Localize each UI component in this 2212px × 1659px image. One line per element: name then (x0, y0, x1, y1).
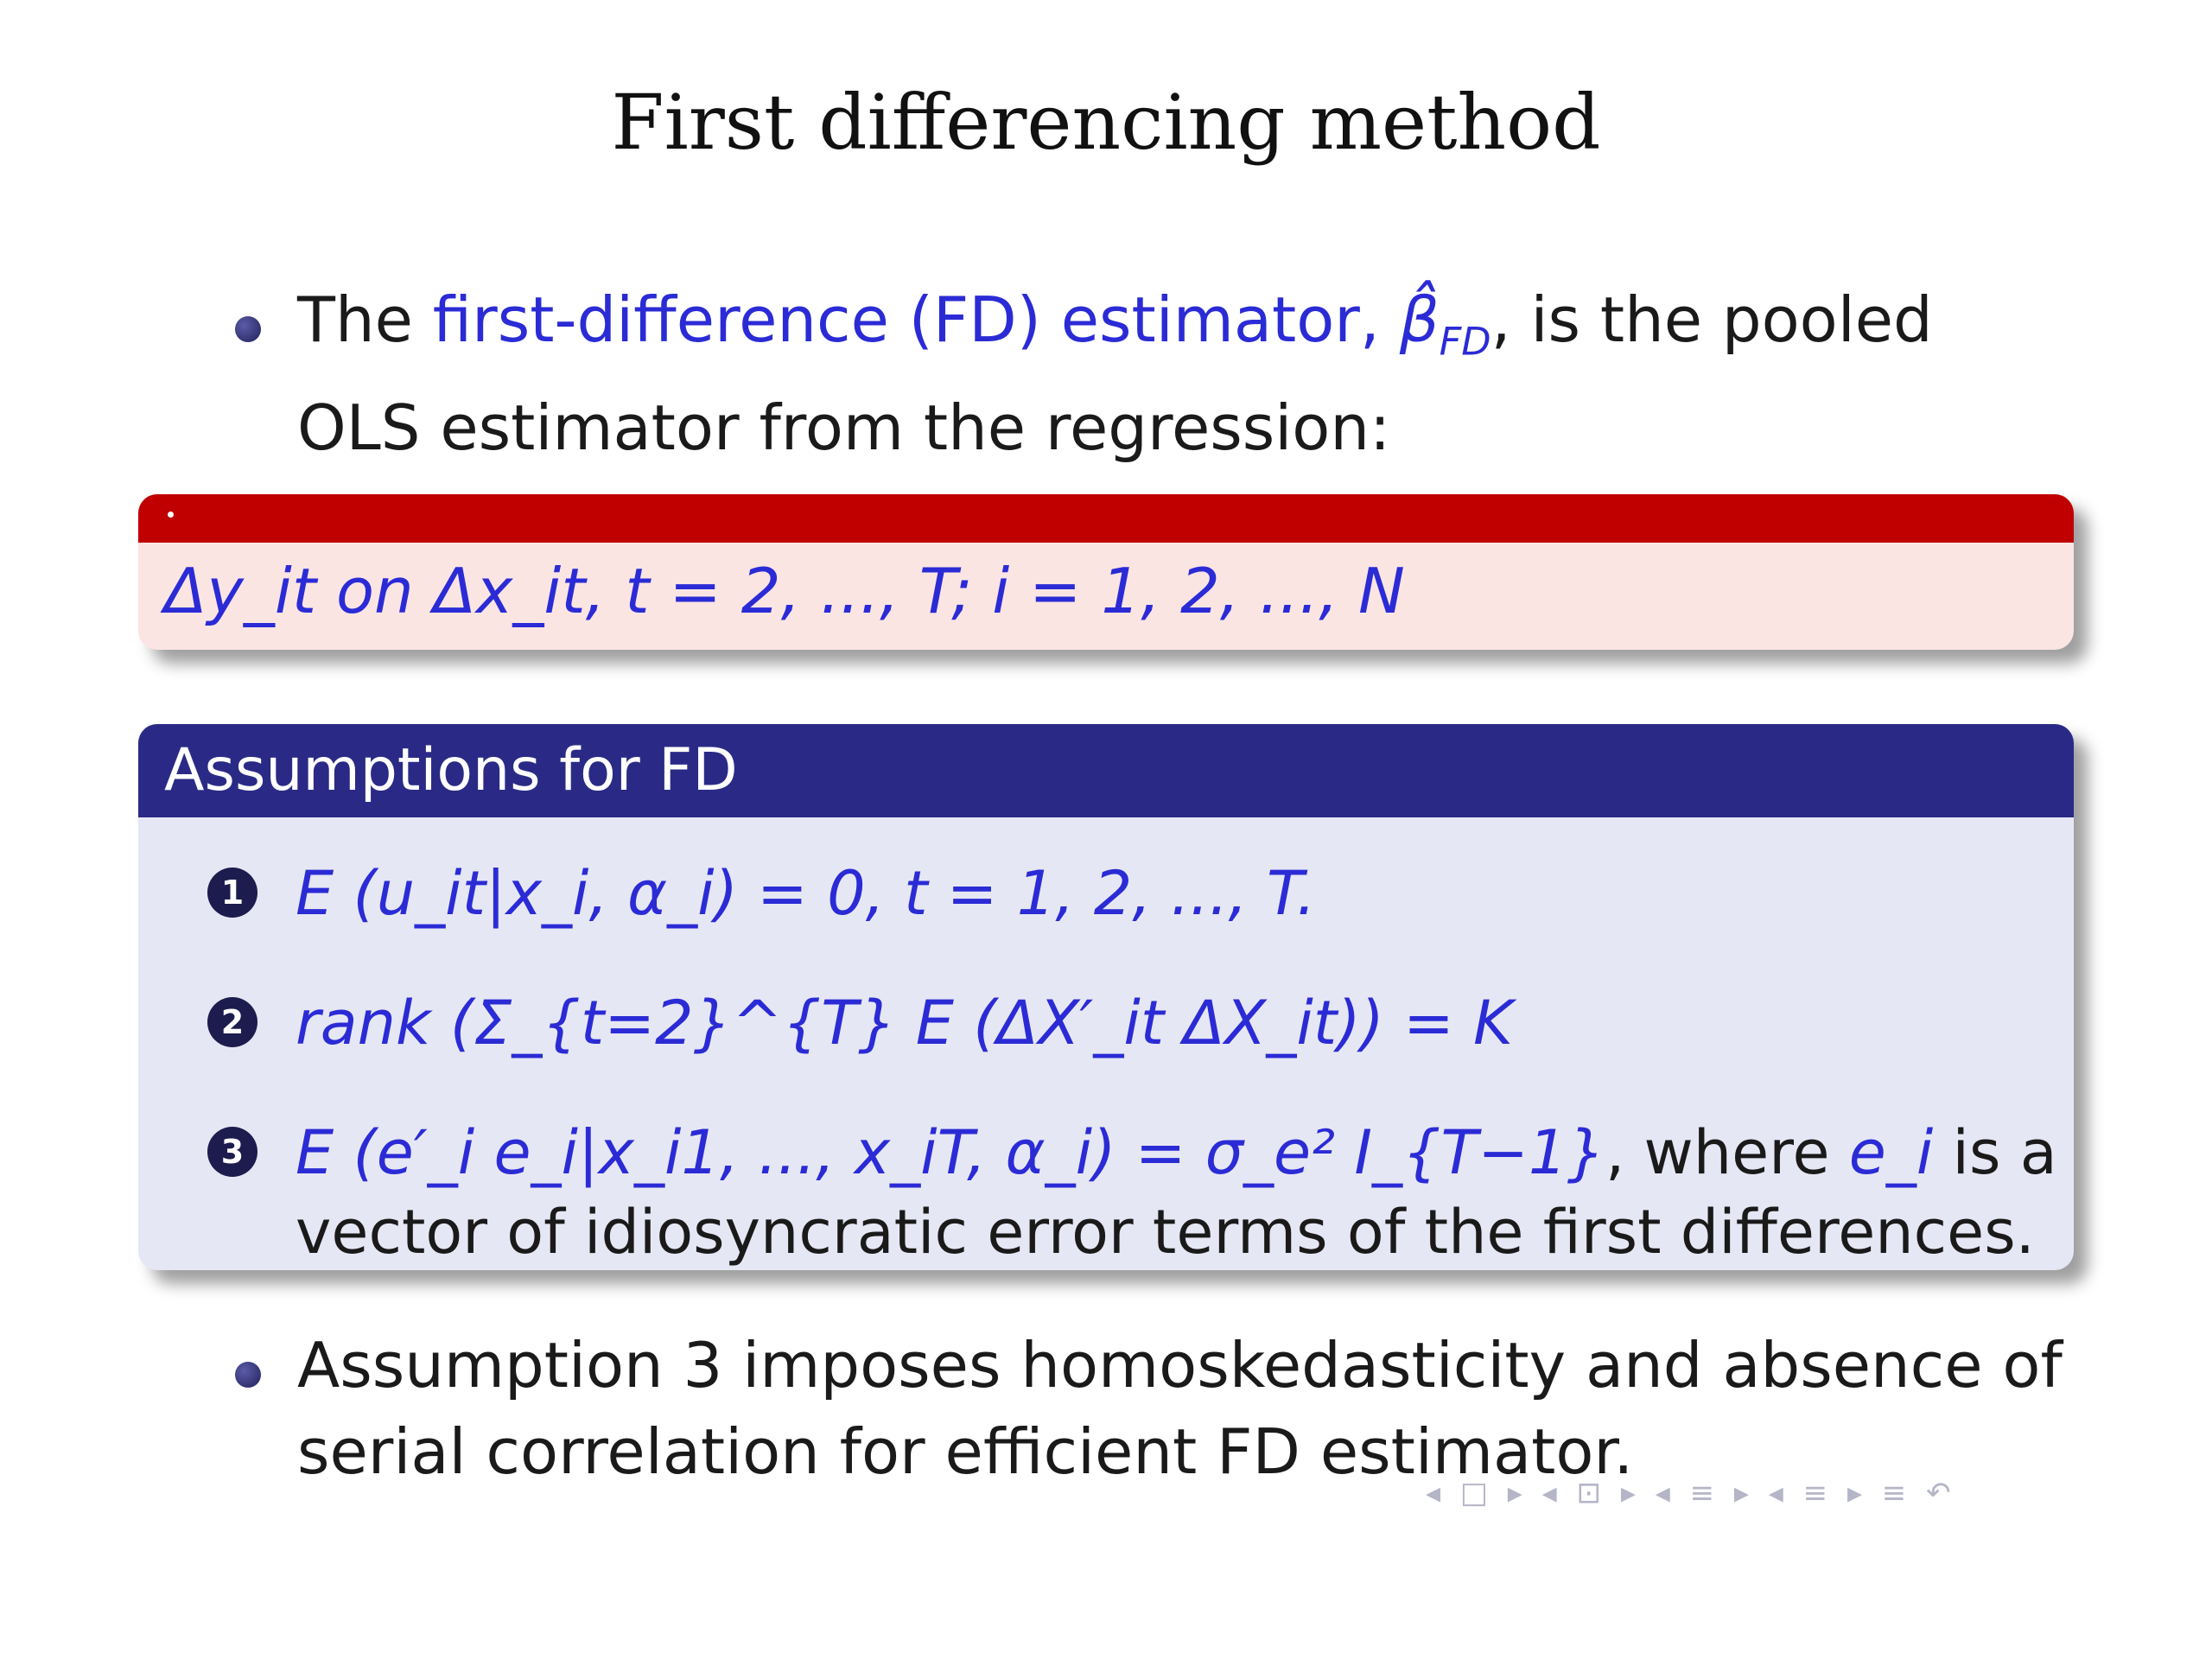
bullet1-pre: The (297, 283, 433, 356)
assumption-3-text: E (e′_i e_i|x_i1, ..., x_iT, α_i) = σ_e²… (296, 1113, 2065, 1270)
bullet-text: The first-difference (FD) estimator, β̂F… (297, 276, 2075, 471)
regression-block: Δy_it on Δx_it, t = 2, ..., T; i = 1, 2,… (138, 494, 2074, 650)
assumption-3-where: , where (1605, 1117, 1849, 1188)
beta-subscript: FD (1439, 319, 1491, 365)
bullet-icon (235, 316, 261, 342)
assumption-item-3: 3 E (e′_i e_i|x_i1, ..., x_iT, α_i) = σ_… (207, 1113, 2065, 1270)
slide-title: First differencing method (611, 78, 1601, 167)
regression-block-header (138, 494, 2074, 543)
bullet-assumption-3: Assumption 3 imposes homoskedasticity an… (235, 1322, 2075, 1495)
assumption-item-2: 2 rank (Σ_{t=2}^{T} E (ΔX′_it ΔX_it)) = … (207, 983, 2065, 1063)
bullet2-text: Assumption 3 imposes homoskedasticity an… (297, 1329, 2063, 1488)
beta-hat: β̂ (1399, 283, 1440, 356)
bullet1-post: , is the pooled OLS estimator from the r… (297, 283, 1933, 465)
header-dot (168, 512, 174, 518)
assumptions-title: Assumptions for FD (138, 724, 2074, 817)
assumptions-block: Assumptions for FD 1 E (u_it|x_i, α_i) =… (138, 724, 2074, 1270)
assumption-3-rest: is a vector of idiosyncratic error terms… (296, 1117, 2057, 1268)
assumption-item-1: 1 E (u_it|x_i, α_i) = 0, t = 1, 2, ..., … (207, 854, 2065, 933)
assumption-2-formula: rank (Σ_{t=2}^{T} E (ΔX′_it ΔX_it)) = K (296, 988, 1513, 1058)
enum-number-1: 1 (207, 868, 257, 918)
bullet-icon (235, 1362, 261, 1388)
assumption-1-formula: E (u_it|x_i, α_i) = 0, t = 1, 2, ..., T. (296, 858, 1316, 929)
enum-number-2: 2 (207, 997, 257, 1047)
fd-estimator-highlight: first-difference (FD) estimator, (432, 283, 1400, 356)
beamer-navigation[interactable]: ◂ □ ▸ ◂ ⊡ ▸ ◂ ≡ ▸ ◂ ≡ ▸ ≡ ↶ (1426, 1476, 1956, 1510)
regression-formula: Δy_it on Δx_it, t = 2, ..., T; i = 1, 2,… (164, 555, 1405, 627)
assumption-3-formula: E (e′_i e_i|x_i1, ..., x_iT, α_i) = σ_e²… (296, 1117, 1606, 1188)
assumption-3-var: e_i (1848, 1117, 1934, 1188)
bullet-first-difference: The first-difference (FD) estimator, β̂F… (235, 276, 2075, 471)
enum-number-3: 3 (207, 1127, 257, 1177)
